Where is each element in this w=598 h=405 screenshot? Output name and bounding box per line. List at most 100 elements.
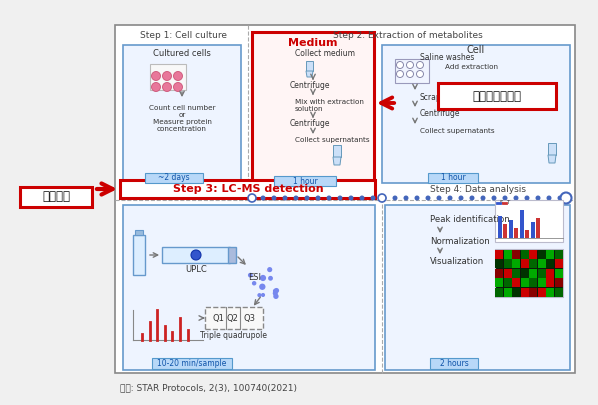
Text: 1 hour: 1 hour (441, 173, 465, 183)
Circle shape (414, 196, 420, 200)
Bar (512, 259, 520, 268)
Bar (498, 216, 502, 238)
Circle shape (273, 291, 278, 296)
Bar (548, 143, 556, 155)
Circle shape (294, 196, 298, 200)
Circle shape (163, 83, 172, 92)
Circle shape (378, 194, 386, 202)
Bar (306, 61, 313, 71)
Bar (529, 269, 537, 278)
Bar (520, 288, 529, 297)
Bar (546, 259, 554, 268)
Bar (162, 247, 230, 263)
Text: Cultured cells: Cultured cells (153, 49, 211, 58)
Bar (514, 228, 518, 238)
Circle shape (392, 196, 398, 200)
Text: Scrape: Scrape (420, 92, 446, 102)
Bar (520, 278, 529, 288)
Circle shape (267, 267, 272, 272)
Bar (252, 32, 374, 187)
Text: Count cell number: Count cell number (149, 105, 215, 111)
Circle shape (273, 294, 279, 299)
Bar (536, 218, 540, 238)
Bar (538, 288, 545, 297)
Bar (123, 205, 375, 370)
Text: Q1: Q1 (212, 313, 224, 322)
Text: Step 1: Cell culture: Step 1: Cell culture (139, 30, 227, 40)
Bar (150, 64, 186, 90)
Bar (504, 288, 511, 297)
Text: 출처: STAR Protocols, 2(3), 100740(2021): 출처: STAR Protocols, 2(3), 100740(2021) (120, 384, 297, 392)
Bar (428, 173, 478, 183)
Bar (520, 210, 524, 238)
Bar (531, 222, 535, 238)
Circle shape (524, 196, 529, 200)
Bar (554, 288, 563, 297)
Text: Collect supernatants: Collect supernatants (295, 137, 370, 143)
Bar (546, 278, 554, 288)
Bar (538, 278, 545, 288)
Polygon shape (548, 155, 556, 163)
Text: Medium: Medium (288, 38, 338, 48)
Text: Collect medium: Collect medium (295, 49, 355, 58)
Circle shape (261, 196, 266, 200)
Circle shape (469, 196, 474, 200)
Text: solution: solution (295, 106, 324, 112)
Text: Visualization: Visualization (430, 258, 484, 266)
Bar (228, 247, 236, 263)
Circle shape (514, 196, 518, 200)
Polygon shape (333, 157, 341, 165)
Circle shape (151, 83, 160, 92)
Bar (512, 278, 520, 288)
Text: Cell: Cell (467, 45, 485, 55)
Circle shape (416, 62, 423, 68)
Bar (333, 145, 341, 157)
Circle shape (396, 62, 404, 68)
Circle shape (316, 196, 321, 200)
Circle shape (359, 196, 365, 200)
Bar (554, 259, 563, 268)
Text: Mix with extraction: Mix with extraction (295, 99, 364, 105)
Circle shape (560, 192, 572, 203)
Bar (546, 249, 554, 259)
Circle shape (173, 72, 182, 81)
Text: Collect supernatants: Collect supernatants (420, 128, 495, 134)
Text: ~2 days: ~2 days (158, 173, 190, 183)
Bar (529, 288, 537, 297)
Circle shape (327, 196, 331, 200)
Circle shape (535, 196, 541, 200)
Bar (509, 220, 513, 238)
Circle shape (416, 70, 423, 77)
Bar (529, 278, 537, 288)
Bar (538, 269, 545, 278)
Bar (504, 259, 511, 268)
Circle shape (547, 196, 551, 200)
Circle shape (273, 289, 277, 294)
Circle shape (502, 196, 508, 200)
Circle shape (426, 196, 431, 200)
Circle shape (261, 293, 265, 297)
Circle shape (259, 284, 266, 290)
Text: Step 4: Data analysis: Step 4: Data analysis (430, 185, 526, 194)
Bar (520, 249, 529, 259)
Bar (133, 235, 145, 275)
Circle shape (257, 293, 261, 297)
Text: ESI: ESI (249, 273, 261, 281)
Bar (525, 230, 529, 238)
Circle shape (282, 196, 288, 200)
Text: Saline washes: Saline washes (420, 53, 474, 62)
Polygon shape (306, 71, 313, 77)
Text: 분석방법: 분석방법 (42, 190, 70, 203)
Text: Centrifuge: Centrifuge (289, 119, 330, 128)
Text: Peak identification: Peak identification (430, 215, 509, 224)
Text: S: S (499, 200, 503, 205)
Bar (495, 278, 503, 288)
Bar (145, 173, 203, 183)
Circle shape (492, 196, 496, 200)
Bar (123, 45, 241, 183)
Circle shape (371, 196, 376, 200)
Circle shape (382, 196, 386, 200)
Text: Step 2: Extraction of metabolites: Step 2: Extraction of metabolites (333, 30, 483, 40)
Text: Add extraction: Add extraction (445, 64, 498, 70)
Circle shape (271, 196, 276, 200)
